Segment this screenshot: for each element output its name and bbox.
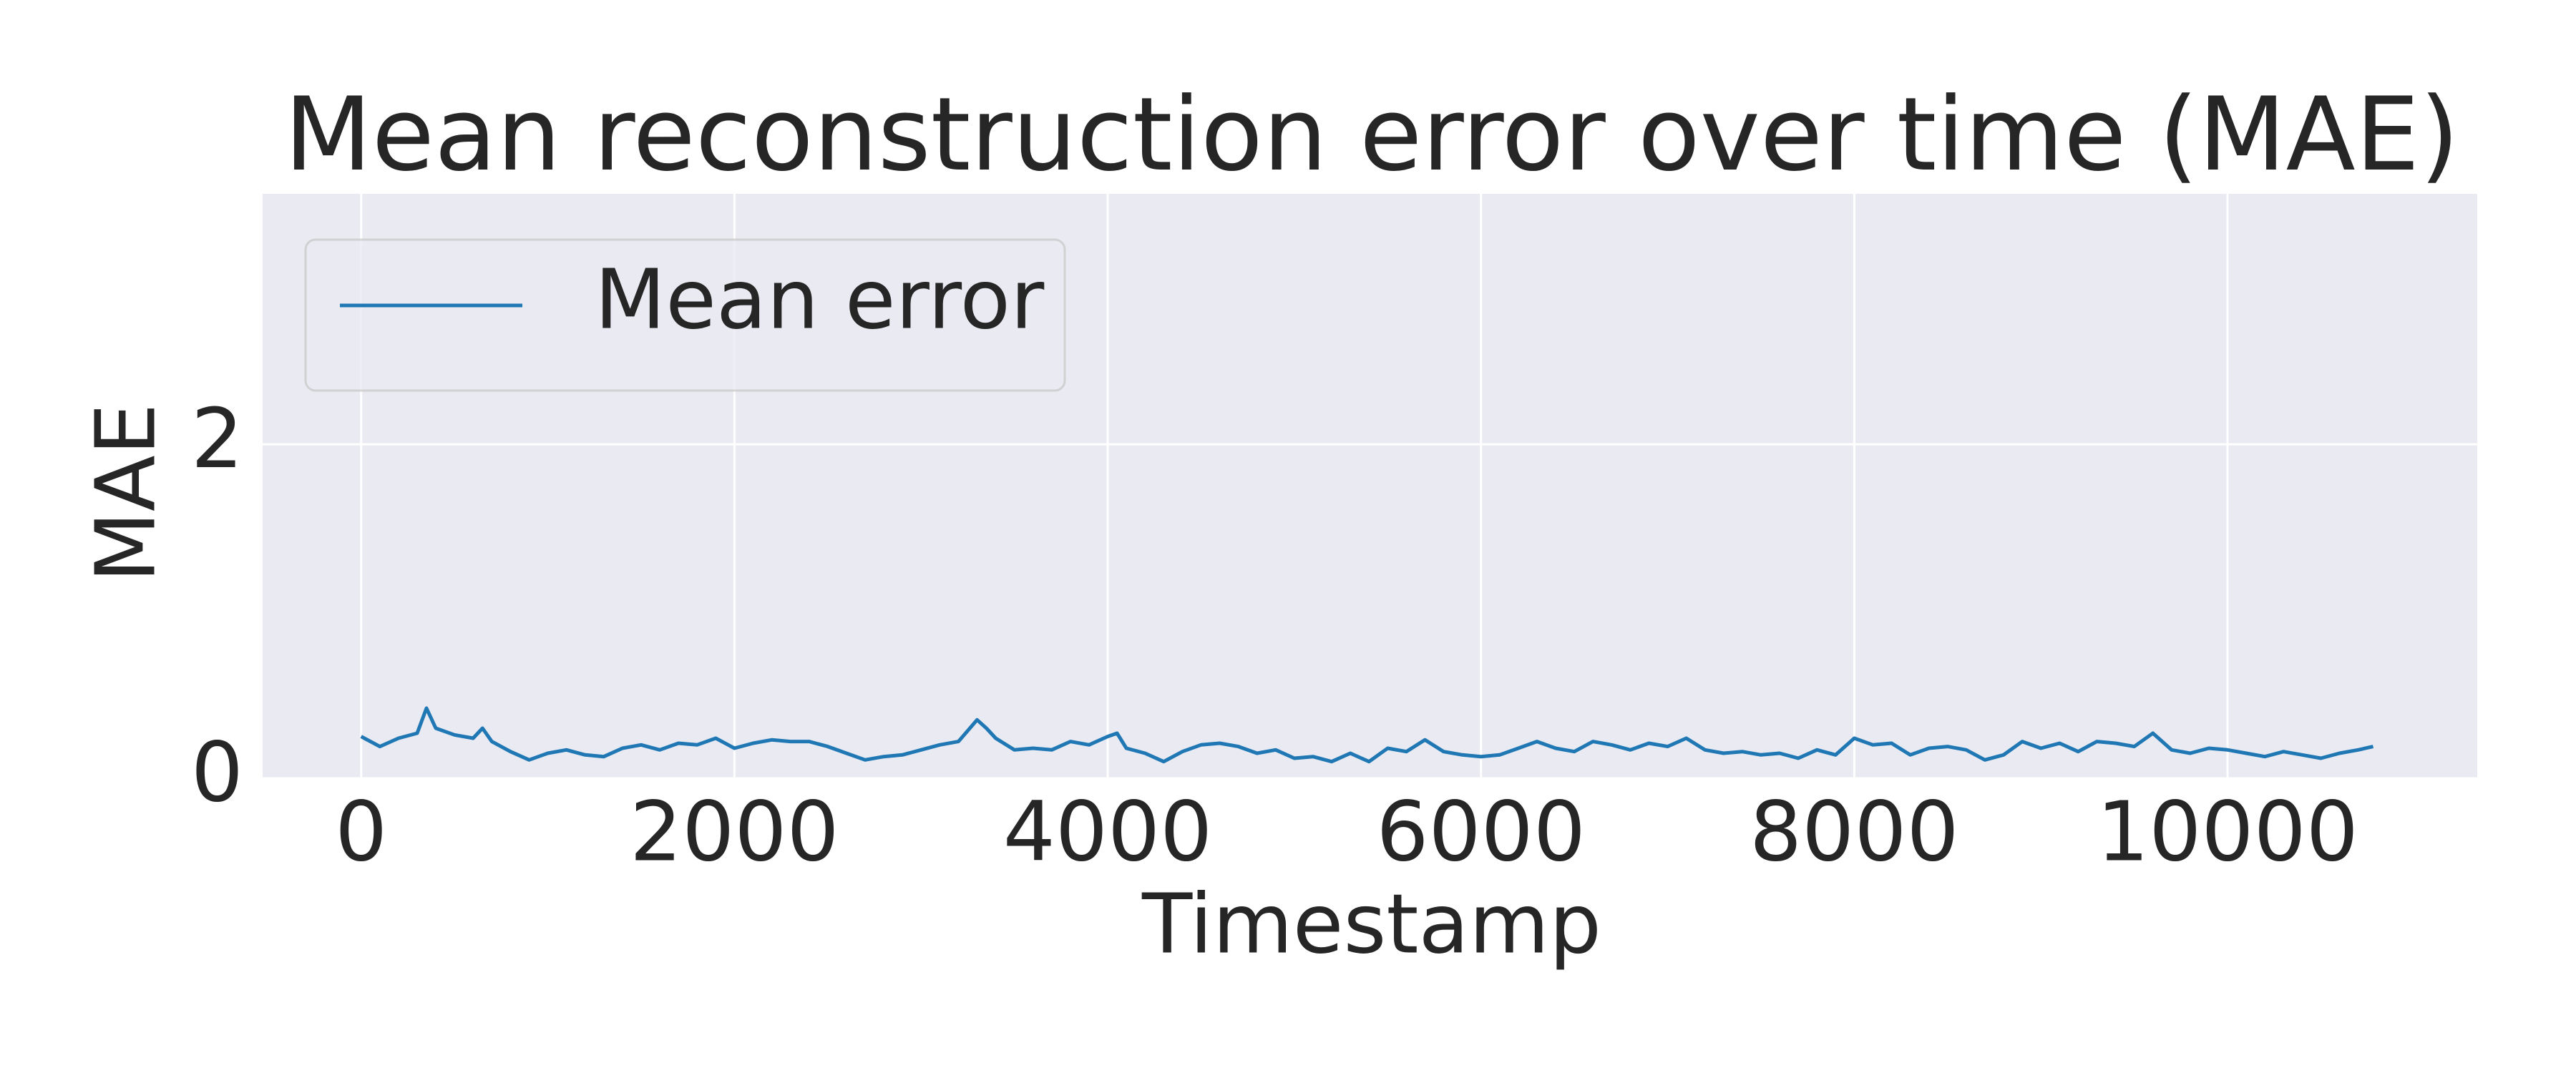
y-axis-label: MAE bbox=[79, 403, 175, 583]
data-line bbox=[360, 706, 2374, 764]
x-axis-label: Timestamp bbox=[1141, 877, 1601, 973]
x-tick-label: 4000 bbox=[1003, 785, 1213, 881]
x-tick-label: 6000 bbox=[1376, 785, 1586, 881]
legend-box bbox=[304, 238, 1066, 392]
legend-label: Mean error bbox=[595, 253, 1045, 348]
legend: Mean error bbox=[304, 238, 1066, 392]
x-tick-label: 0 bbox=[335, 785, 387, 881]
x-tick-label: 10000 bbox=[2097, 785, 2358, 881]
x-tick-label: 8000 bbox=[1750, 785, 1959, 881]
y-tick-label: 0 bbox=[191, 725, 243, 821]
y-tick-label: 2 bbox=[191, 391, 243, 487]
chart-title: Mean reconstruction error over time (MAE… bbox=[284, 76, 2459, 194]
grid bbox=[263, 194, 2477, 780]
lines bbox=[360, 706, 2374, 764]
x-tick-label: 2000 bbox=[630, 785, 839, 881]
